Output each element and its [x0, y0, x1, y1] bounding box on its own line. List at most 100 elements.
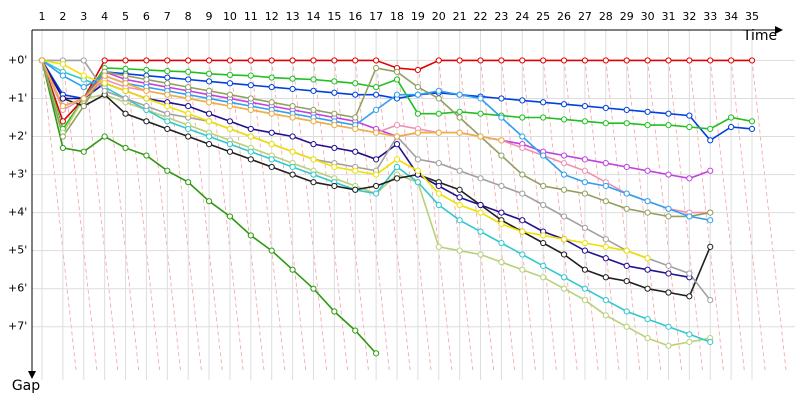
- data-point: [310, 171, 317, 178]
- data-point: [477, 175, 484, 182]
- lap-guide: [125, 59, 160, 371]
- y-tick-label: +2': [8, 130, 27, 143]
- data-point: [435, 110, 442, 117]
- data-point: [519, 228, 526, 235]
- data-point: [414, 179, 421, 186]
- data-point: [352, 167, 359, 174]
- data-point: [435, 201, 442, 209]
- data-point: [352, 327, 359, 334]
- data-point: [59, 72, 66, 79]
- data-point: [143, 102, 150, 110]
- data-point: [268, 141, 275, 148]
- data-point: [289, 102, 296, 110]
- data-point: [164, 118, 171, 125]
- data-point: [686, 293, 693, 300]
- y-tick-label: +3': [8, 168, 27, 181]
- data-point: [164, 102, 171, 110]
- data-point: [122, 110, 129, 117]
- data-point: [519, 251, 526, 258]
- data-point: [644, 266, 651, 273]
- data-point: [435, 87, 442, 94]
- data-point: [477, 201, 484, 209]
- data-point: [560, 213, 568, 220]
- x-tick-label: 32: [682, 10, 696, 23]
- x-tick-label: 1: [39, 10, 46, 23]
- data-point: [435, 129, 442, 136]
- data-point: [519, 133, 526, 140]
- data-point: [247, 125, 254, 133]
- data-point: [665, 270, 672, 277]
- data-point: [373, 57, 380, 64]
- data-point: [205, 70, 213, 77]
- data-point: [164, 110, 171, 117]
- data-point: [393, 91, 401, 98]
- data-point: [498, 152, 505, 159]
- data-point: [331, 78, 338, 85]
- data-point: [310, 179, 317, 186]
- lap-guide: [333, 59, 369, 371]
- x-tick-label: 17: [369, 10, 383, 23]
- data-point: [602, 57, 609, 64]
- data-point: [122, 144, 129, 152]
- data-point: [352, 114, 359, 121]
- lap-guide: [563, 59, 599, 371]
- data-point: [707, 167, 714, 174]
- data-point: [205, 110, 213, 117]
- data-point: [540, 262, 547, 269]
- data-point: [226, 102, 234, 110]
- data-point: [289, 85, 296, 93]
- data-point: [581, 247, 589, 254]
- data-point: [38, 57, 46, 64]
- data-point: [477, 57, 484, 64]
- data-point: [268, 110, 275, 117]
- data-point: [80, 57, 87, 64]
- data-point: [373, 182, 380, 190]
- data-point: [289, 114, 296, 121]
- data-point: [185, 110, 192, 117]
- data-point: [247, 57, 254, 64]
- lap-guide: [166, 59, 202, 371]
- data-point: [707, 217, 714, 224]
- data-point: [581, 57, 589, 64]
- data-point: [143, 152, 150, 159]
- data-point: [581, 224, 589, 231]
- data-point: [435, 190, 442, 197]
- x-tick-label: 2: [59, 10, 66, 23]
- data-point: [80, 102, 87, 110]
- data-point: [602, 160, 609, 167]
- data-point: [581, 266, 589, 273]
- data-point: [310, 76, 317, 83]
- data-point: [185, 179, 192, 186]
- y-axis-label: Gap: [12, 378, 40, 394]
- data-point: [519, 114, 526, 121]
- data-point: [456, 167, 463, 174]
- data-point: [247, 82, 254, 89]
- data-point: [101, 72, 108, 79]
- x-tick-label: 10: [223, 10, 237, 23]
- x-tick-label: 6: [143, 10, 150, 23]
- x-tick-label: 35: [745, 10, 759, 23]
- data-point: [686, 331, 693, 338]
- lap-guide: [375, 59, 411, 371]
- data-point: [289, 266, 296, 273]
- data-point: [352, 186, 359, 193]
- data-point: [728, 57, 735, 64]
- x-tick-label: 3: [80, 10, 87, 23]
- lap-guide: [709, 59, 745, 371]
- data-point: [205, 57, 213, 64]
- data-point: [498, 114, 505, 121]
- data-point: [498, 137, 505, 144]
- lap-guide: [229, 59, 265, 371]
- data-point: [560, 186, 568, 193]
- data-point: [477, 209, 484, 216]
- data-point: [205, 78, 213, 85]
- data-point: [393, 163, 401, 171]
- data-point: [498, 57, 505, 64]
- lap-guide: [521, 59, 557, 371]
- lap-guide: [83, 59, 119, 371]
- data-point: [101, 133, 108, 140]
- y-tick-label: +4': [8, 206, 27, 219]
- data-point: [602, 297, 609, 304]
- data-point: [331, 110, 338, 117]
- data-point: [373, 83, 380, 91]
